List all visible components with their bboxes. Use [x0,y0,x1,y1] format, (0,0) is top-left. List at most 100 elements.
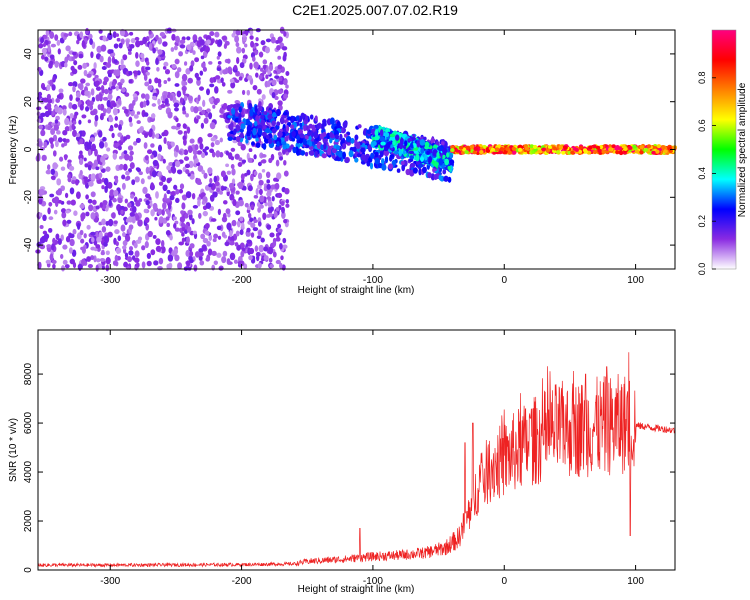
spectrogram-cell [578,145,584,150]
spectrogram-cell [90,231,96,236]
spectrogram-cell [104,235,108,243]
spectrogram-cell [61,211,67,219]
spectrogram-cell [119,64,125,70]
spectrogram-cell [532,144,538,149]
spectrogram-cell [51,243,55,251]
spectrogram-cell [173,102,180,108]
spectrogram-cell [661,145,666,150]
spectrogram-cell [85,82,91,87]
spectrogram-cell [507,150,512,155]
spectrogram-cell [160,239,165,248]
spectrogram-cell [58,88,64,94]
spectrogram-cell [202,210,208,217]
spectrogram-cell [261,94,266,100]
spectrogram-cell [99,114,104,121]
spectrogram-cell [667,146,673,151]
spectrogram-cell [77,64,83,70]
spectrogram-cell [201,109,206,115]
spectrogram-cell [62,129,68,136]
spectrogram-cell [230,147,236,152]
spectrogram-cell [265,38,272,43]
spectrogram-cell [102,35,107,42]
spectrogram-cell [114,115,118,121]
spectrogram-y-axis-label: Frequency (Hz) [8,116,19,185]
spectrogram-cell [105,264,110,272]
spectrogram-cell [335,145,341,151]
spectrogram-cell [41,54,45,60]
spectrogram-cell [220,170,226,178]
spectrogram-cell [202,66,207,72]
spectrogram-cell [220,77,224,84]
spectrogram-cell [131,179,136,186]
spectrogram-cell [181,202,186,210]
spectrogram-cell [428,155,433,164]
spectrogram-cell [291,130,297,138]
spectrogram-cell [49,60,54,65]
spectrogram-cell [120,78,125,84]
spectrogram-cell [234,153,240,160]
spectrogram-cell [108,127,114,132]
spectrogram-cell [262,59,268,65]
spectrogram-cell [271,120,276,127]
spectrogram-cell [43,141,48,149]
spectrogram-cell [86,73,92,78]
spectrogram-cell [270,36,276,44]
spectrogram-cell [276,172,282,180]
spectrogram-cell [222,250,228,257]
spectrogram-cell [196,78,201,86]
spectrogram-cell [144,81,150,87]
spectrogram-cell [255,37,259,42]
spectrogram-cell [258,244,264,253]
spectrogram-cell [261,154,267,158]
spectrogram-cell [72,228,77,235]
spectrogram-cell [107,73,112,78]
spectrogram-cell [215,150,221,158]
spectrogram-cell [100,44,107,52]
spectrogram-cell [322,131,327,137]
spectrogram-cell [216,252,222,258]
spectrogram-cell [160,104,166,109]
spectrogram-cell [224,241,230,247]
snr-x-tick-label: -100 [363,576,383,587]
spectrogram-cell [241,159,247,164]
spectrogram-cell [272,240,277,247]
spectrogram-cell [148,129,153,138]
spectrogram-cell [141,245,146,251]
spectrogram-cell [158,216,164,224]
spectrogram-cell [239,128,244,133]
spectrogram-cell [279,116,285,125]
spectrogram-cell [65,138,70,143]
spectrogram-cell [230,81,236,89]
spectrogram-cell [249,217,254,223]
spectrogram-cell [184,223,189,230]
spectrogram-cell [277,89,283,95]
spectrogram-cell [231,107,236,115]
spectrogram-cell [104,88,109,95]
spectrogram-y-tick-label: 20 [23,96,34,108]
spectrogram-cell [81,246,87,254]
spectrogram-cell [282,111,288,116]
spectrogram-cell [47,207,51,215]
spectrogram-cell [275,206,280,212]
spectrogram-cell [208,183,213,188]
spectrogram-cell [122,240,128,246]
spectrogram-cell [69,258,76,265]
spectrogram-cell [64,154,68,161]
spectrogram-cell [71,123,75,130]
spectrogram-cell [225,163,230,168]
spectrogram-cell [49,31,55,39]
spectrogram-cell [117,197,123,204]
spectrogram-cell [44,56,49,62]
spectrogram-cell [115,69,121,77]
spectrogram-cell [239,229,244,236]
spectrogram-cell [250,204,254,209]
spectrogram-cell [259,188,263,196]
spectrogram-cell [271,128,277,134]
spectrogram-cell [51,110,55,117]
spectrogram-cell [173,150,178,158]
spectrogram-cell [210,142,215,148]
spectrogram-cell [196,181,203,186]
spectrogram-cell [72,51,77,56]
spectrogram-cell [617,146,622,151]
spectrogram-cell [145,199,150,206]
